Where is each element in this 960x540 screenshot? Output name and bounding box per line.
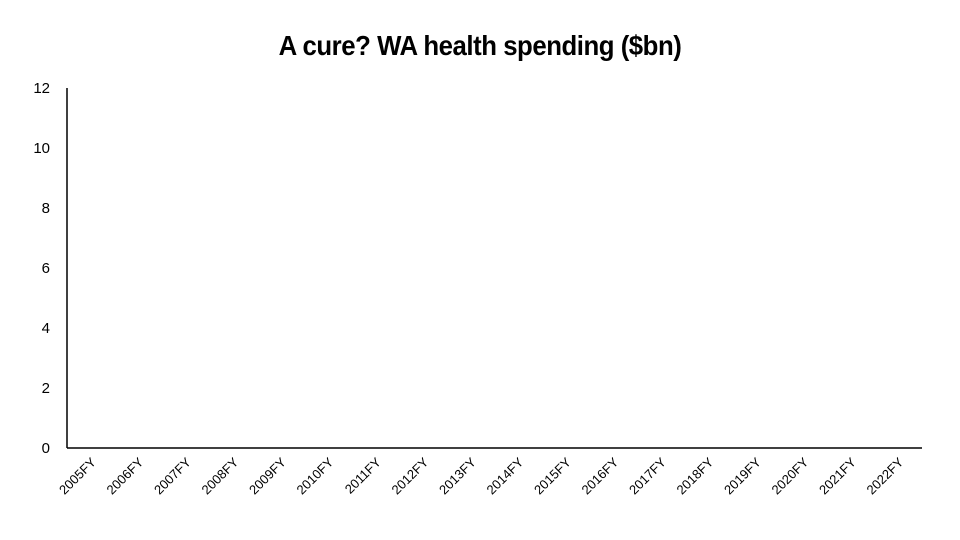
x-tick-label: 2020FY (769, 454, 812, 497)
x-tick-label: 2019FY (721, 454, 764, 497)
x-tick-label: 2008FY (199, 454, 242, 497)
y-tick-label: 2 (42, 380, 50, 397)
x-tick-label: 2016FY (579, 454, 622, 497)
y-tick-label: 12 (33, 80, 50, 97)
x-tick-label: 2022FY (864, 454, 907, 497)
y-tick-label: 6 (42, 260, 50, 277)
x-tick-label: 2007FY (151, 454, 194, 497)
y-tick-label: 0 (42, 440, 50, 457)
y-tick-labels: 0 2 4 6 8 10 12 (33, 80, 50, 457)
x-tick-label: 2014FY (484, 454, 527, 497)
x-tick-label: 2021FY (816, 454, 859, 497)
x-tick-label: 2005FY (56, 454, 99, 497)
chart-title: A cure? WA health spending ($bn) (278, 30, 682, 61)
y-tick-label: 8 (42, 200, 50, 217)
y-tick-label: 4 (42, 320, 50, 337)
x-tick-label: 2011FY (342, 454, 384, 496)
x-tick-labels: 2005FY 2006FY 2007FY 2008FY 2009FY 2010FY 2011… (56, 454, 907, 497)
x-tick-label: 2017FY (626, 454, 669, 497)
x-tick-label: 2013FY (436, 454, 479, 497)
x-tick-label: 2006FY (104, 454, 147, 497)
y-tick-label: 10 (33, 140, 50, 157)
x-tick-label: 2010FY (294, 454, 337, 497)
x-tick-label: 2009FY (246, 454, 289, 497)
x-tick-label: 2015FY (531, 454, 574, 497)
x-tick-label: 2018FY (674, 454, 717, 497)
x-tick-label: 2012FY (389, 454, 432, 497)
